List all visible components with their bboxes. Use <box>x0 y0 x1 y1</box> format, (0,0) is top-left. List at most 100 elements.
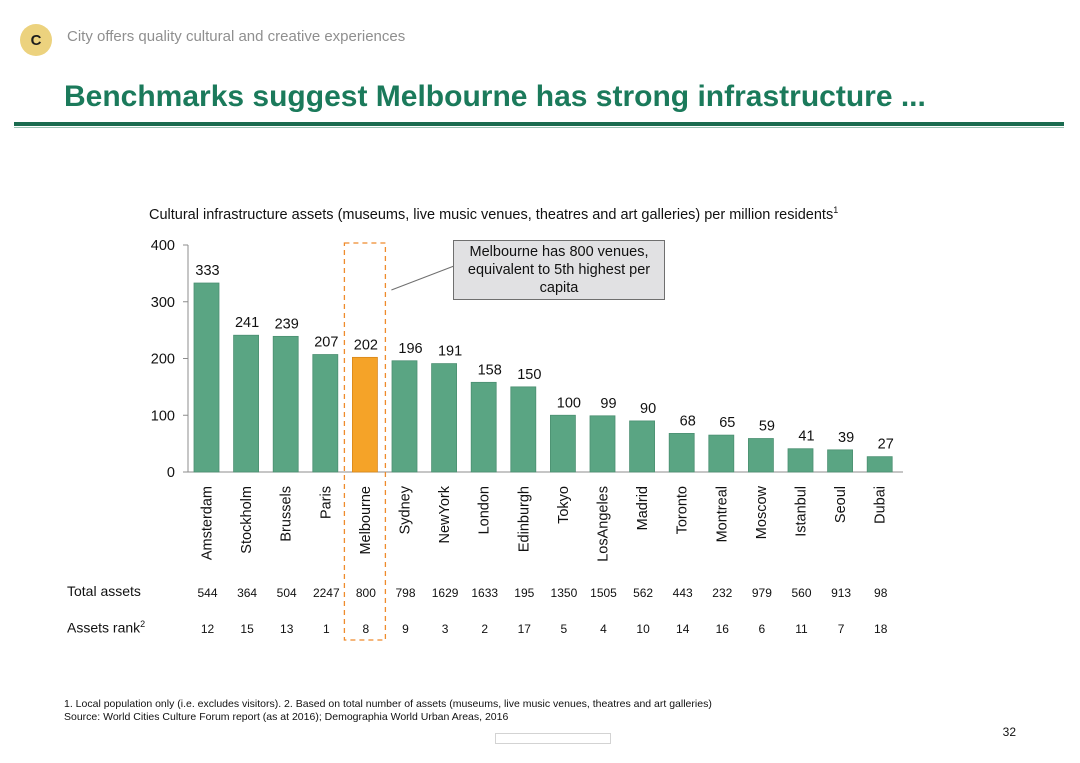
bar-value-label: 241 <box>235 315 259 331</box>
total-assets-cell: 562 <box>633 586 653 600</box>
total-assets-cell: 544 <box>197 586 217 600</box>
bar <box>827 449 853 473</box>
bar-value-label: 207 <box>314 335 338 351</box>
assets-rank-cell: 6 <box>759 622 766 636</box>
x-tick-label: Paris <box>318 486 334 519</box>
bar <box>510 386 537 473</box>
total-assets-cell: 504 <box>277 586 297 600</box>
x-tick-label: Edinburgh <box>516 486 532 552</box>
y-tick-label: 0 <box>167 465 175 481</box>
assets-rank-cell: 4 <box>600 622 607 636</box>
bar-value-label: 27 <box>878 437 894 453</box>
melbourne-highlight-box <box>343 242 387 641</box>
total-assets-cell: 232 <box>712 586 732 600</box>
x-tick-label: Amsterdam <box>200 486 216 560</box>
assets-rank-cell: 16 <box>716 622 730 636</box>
total-assets-cell: 800 <box>356 586 376 600</box>
chart-title-footnote-mark: 1 <box>833 205 839 215</box>
total-assets-cell: 98 <box>874 586 888 600</box>
x-tick-label: Madrid <box>635 486 651 530</box>
bar <box>351 356 378 473</box>
x-tick-label: Stockholm <box>239 486 255 554</box>
bar <box>431 363 458 473</box>
bar <box>391 360 418 473</box>
assets-rank-cell: 17 <box>518 622 532 636</box>
total-assets-label: Total assets <box>67 583 141 599</box>
bar <box>470 381 497 473</box>
chart-title: Cultural infrastructure assets (museums,… <box>149 205 838 223</box>
bar <box>312 354 339 473</box>
bar <box>550 414 576 473</box>
assets-rank-cell: 7 <box>838 622 845 636</box>
total-assets-cell: 979 <box>752 586 772 600</box>
assets-rank-cell: 3 <box>442 622 449 636</box>
bar-value-label: 90 <box>640 401 656 417</box>
assets-rank-footnote-mark: 2 <box>140 619 146 629</box>
x-tick-label: Dubai <box>873 486 889 524</box>
assets-rank-cell: 10 <box>636 622 650 636</box>
bar-value-label: 39 <box>838 430 854 446</box>
assets-rank-cell: 5 <box>561 622 568 636</box>
x-tick-label: Sydney <box>398 485 414 534</box>
x-tick-label: Melbourne <box>358 486 374 555</box>
y-tick-label: 100 <box>151 408 175 424</box>
total-assets-cell: 798 <box>395 586 415 600</box>
bar-value-label: 68 <box>680 413 696 429</box>
bar-value-label: 333 <box>195 263 219 279</box>
x-tick-label: LosAngeles <box>596 486 612 562</box>
total-assets-cell: 443 <box>673 586 693 600</box>
x-tick-label: Tokyo <box>556 486 572 524</box>
x-tick-label: Moscow <box>754 485 770 539</box>
x-tick-label: Istanbul <box>794 486 810 537</box>
assets-rank-cell: 2 <box>481 622 488 636</box>
title-rule-thin <box>14 127 1064 128</box>
source-text: Source: World Cities Culture Forum repor… <box>64 711 509 723</box>
bar <box>708 434 735 473</box>
y-tick-label: 400 <box>151 238 175 254</box>
assets-rank-cell: 1 <box>323 622 330 636</box>
title-rule <box>14 122 1064 126</box>
x-tick-label: Brussels <box>279 486 295 542</box>
assets-rank-cell: 8 <box>363 622 370 636</box>
total-assets-cell: 195 <box>514 586 534 600</box>
bar-value-label: 158 <box>478 362 502 378</box>
total-assets-cell: 1350 <box>551 586 578 600</box>
y-tick-label: 200 <box>151 352 175 368</box>
melbourne-callout: Melbourne has 800 venues, equivalent to … <box>453 240 665 300</box>
bar <box>668 433 695 473</box>
total-assets-cell: 1629 <box>432 586 459 600</box>
total-assets-cell: 1505 <box>590 586 617 600</box>
bar <box>748 438 774 473</box>
bar-value-label: 99 <box>600 396 616 412</box>
bar-value-label: 100 <box>557 395 581 411</box>
total-assets-cell: 1633 <box>471 586 498 600</box>
bar-value-label: 239 <box>275 316 299 332</box>
bar <box>589 415 616 473</box>
callout-leader-line <box>391 265 455 291</box>
assets-rank-label: Assets rank2 <box>67 619 145 636</box>
assets-rank-cell: 11 <box>795 622 808 636</box>
assets-rank-cell: 14 <box>676 622 690 636</box>
assets-rank-cell: 12 <box>201 622 215 636</box>
page-title: Benchmarks suggest Melbourne has strong … <box>64 80 926 113</box>
total-assets-cell: 913 <box>831 586 851 600</box>
bar-value-label: 65 <box>719 415 735 431</box>
assets-rank-cell: 9 <box>402 622 409 636</box>
total-assets-cell: 560 <box>791 586 811 600</box>
bar-value-label: 59 <box>759 419 775 435</box>
bar <box>193 282 220 473</box>
assets-rank-label-text: Assets rank <box>67 619 141 636</box>
bar-value-label: 202 <box>354 337 378 353</box>
x-tick-label: London <box>477 486 493 534</box>
assets-rank-cell: 15 <box>240 622 254 636</box>
assets-rank-cell: 18 <box>874 622 888 636</box>
assets-rank-cell: 13 <box>280 622 294 636</box>
chart-title-text: Cultural infrastructure assets (museums,… <box>149 206 834 223</box>
bar <box>233 334 260 473</box>
bar-value-label: 41 <box>798 429 814 445</box>
bar-value-label: 196 <box>398 341 422 357</box>
x-tick-label: Toronto <box>675 486 691 534</box>
section-title: City offers quality cultural and creativ… <box>67 28 406 45</box>
x-tick-label: NewYork <box>437 485 453 543</box>
